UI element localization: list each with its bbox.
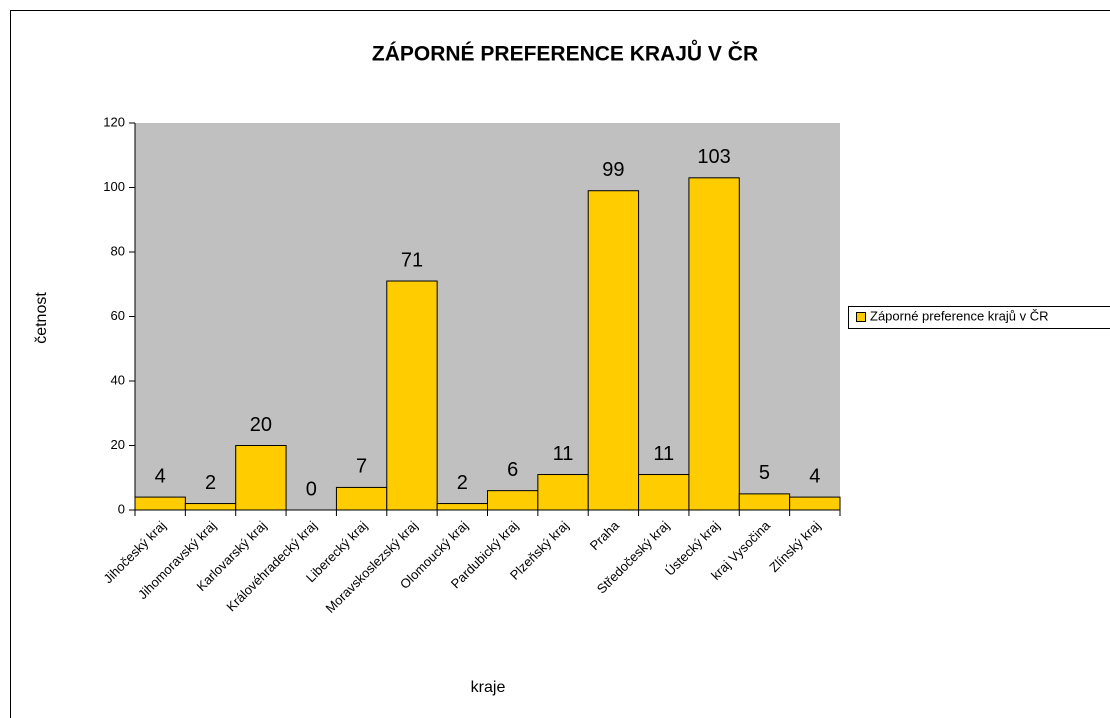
- y-tick-label: 120: [103, 114, 125, 129]
- data-label: 7: [356, 456, 367, 478]
- data-label: 2: [205, 472, 216, 494]
- data-label: 99: [602, 159, 624, 181]
- data-label: 4: [809, 465, 820, 487]
- bar: [335, 486, 388, 511]
- bar: [134, 496, 186, 511]
- bar: [487, 490, 539, 511]
- bar: [789, 496, 841, 511]
- data-label: 20: [250, 414, 272, 436]
- data-label: 5: [759, 462, 770, 484]
- bar: [235, 445, 287, 511]
- bar: [436, 503, 488, 511]
- bar: [537, 474, 589, 511]
- data-label: 6: [507, 459, 518, 481]
- y-tick-label: 100: [103, 179, 125, 194]
- bar: [587, 190, 640, 511]
- y-axis-label: četnost: [33, 292, 50, 344]
- y-tick-label: 60: [111, 308, 125, 323]
- bar: [184, 503, 237, 511]
- data-label: 11: [553, 443, 574, 465]
- data-label: 2: [457, 472, 468, 494]
- y-tick-label: 40: [111, 372, 125, 387]
- chart-title: ZÁPORNÉ PREFERENCE KRAJŮ V ČR: [372, 40, 758, 66]
- legend-box: [848, 306, 1110, 329]
- data-label: 71: [401, 249, 423, 271]
- y-tick-label: 20: [111, 437, 125, 452]
- data-label: 11: [653, 443, 674, 465]
- data-label: 103: [697, 146, 730, 168]
- bar: [386, 280, 438, 511]
- bar: [638, 474, 690, 511]
- legend-label: Záporné preference krajů v ČR: [870, 308, 1048, 323]
- data-label: 0: [306, 478, 317, 500]
- y-tick-label: 80: [111, 243, 125, 258]
- bar: [688, 177, 740, 511]
- bar: [738, 493, 791, 511]
- data-label: 4: [155, 465, 166, 487]
- x-axis-label: kraje: [471, 679, 506, 696]
- legend-swatch: [856, 312, 866, 322]
- y-tick-label: 0: [118, 501, 125, 516]
